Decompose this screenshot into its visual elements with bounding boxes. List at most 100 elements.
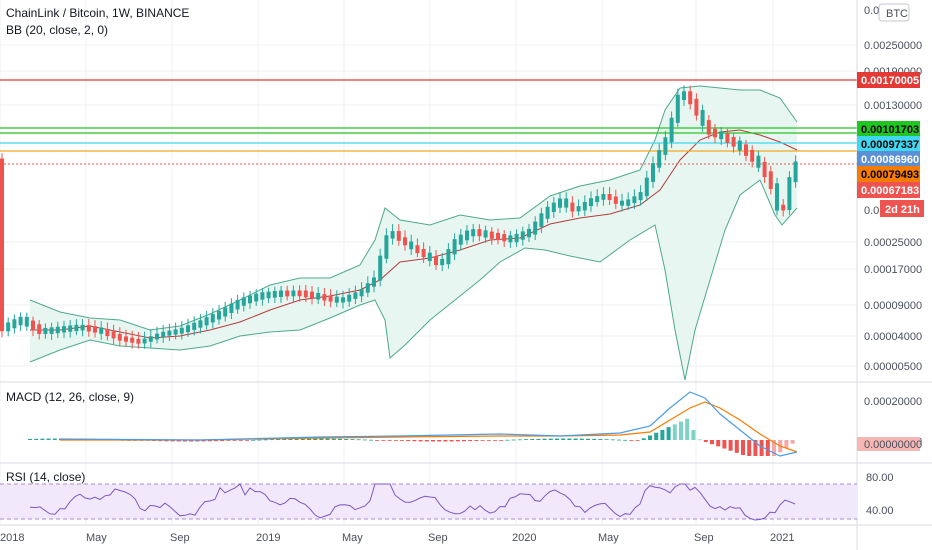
time-tick: May bbox=[598, 532, 619, 544]
candle-body bbox=[148, 336, 153, 342]
candle-body bbox=[508, 235, 513, 243]
macd-hist-bar bbox=[276, 439, 280, 440]
macd-indicator-label[interactable]: MACD (12, 26, close, 9) bbox=[6, 390, 134, 404]
macd-hist-bar bbox=[220, 440, 225, 441]
candle-body bbox=[601, 194, 606, 200]
candle-body bbox=[465, 230, 469, 241]
price-tag-red bbox=[857, 72, 920, 88]
rsi-band-fill bbox=[0, 484, 857, 519]
price-axis[interactable]: 0.0 BTC 0.00250000 0.00190000 0.00130000… bbox=[857, 3, 924, 517]
macd-hist-bar bbox=[722, 440, 727, 449]
macd-hist-bar bbox=[214, 440, 218, 442]
macd-hist-bar bbox=[480, 440, 485, 441]
main-pane[interactable] bbox=[0, 79, 857, 381]
candle-body bbox=[458, 234, 463, 245]
candle-body bbox=[136, 338, 141, 344]
candle-body bbox=[241, 297, 246, 306]
rsi-pane[interactable] bbox=[0, 483, 857, 521]
candle-body bbox=[477, 229, 482, 237]
candle-body bbox=[756, 155, 761, 168]
candle-body bbox=[285, 290, 290, 297]
macd-hist-bar bbox=[598, 439, 603, 440]
candle-body bbox=[787, 177, 792, 211]
macd-hist-bar bbox=[28, 438, 32, 440]
candle-body bbox=[595, 196, 600, 203]
macd-hist-bar bbox=[666, 427, 671, 440]
candle-body bbox=[582, 201, 587, 211]
time-axis[interactable]: 2018 May Sep 2019 May Sep 2020 May Sep 2… bbox=[0, 532, 794, 544]
macd-hist-bar bbox=[319, 438, 324, 440]
macd-hist-bar bbox=[604, 439, 609, 441]
candle-body bbox=[694, 98, 699, 116]
candle-body bbox=[520, 231, 525, 240]
macd-hist-bar bbox=[493, 440, 497, 441]
macd-hist-bar bbox=[703, 440, 708, 443]
candle-body bbox=[229, 303, 234, 314]
candle-body bbox=[279, 290, 283, 297]
time-tick: 2018 bbox=[0, 532, 24, 544]
macd-hist-bar bbox=[728, 440, 733, 451]
candle-body bbox=[527, 228, 531, 238]
rsi-indicator-label[interactable]: RSI (14, close) bbox=[6, 470, 85, 484]
macd-hist-bar bbox=[654, 432, 659, 440]
price-tick-top: 0.0 bbox=[864, 5, 879, 17]
candle-body bbox=[31, 320, 35, 331]
candle-body bbox=[675, 94, 680, 123]
candle-body bbox=[111, 331, 116, 339]
macd-hist-bar bbox=[765, 440, 770, 456]
macd-hist-bar bbox=[170, 440, 175, 442]
candle-body bbox=[644, 177, 649, 197]
candle-body bbox=[768, 171, 773, 189]
candle-body bbox=[210, 314, 215, 323]
candle-body bbox=[793, 161, 798, 183]
candle-body bbox=[130, 337, 135, 343]
macd-hist-bar bbox=[176, 440, 181, 442]
macd-hist-bar bbox=[486, 440, 491, 441]
price-tag-red-label: 0.00170005 bbox=[861, 75, 919, 87]
candle-body bbox=[651, 163, 655, 182]
macd-hist-bar bbox=[555, 438, 559, 440]
candle-body bbox=[328, 295, 333, 302]
macd-hist-bar bbox=[437, 440, 442, 442]
candle-body bbox=[471, 229, 476, 237]
candle-body bbox=[334, 296, 339, 303]
macd-hist-bar bbox=[238, 440, 243, 441]
price-tick: 0.00250000 bbox=[864, 40, 922, 52]
macd-hist-bar bbox=[362, 439, 367, 441]
candlesticks bbox=[0, 85, 798, 349]
macd-hist-bar bbox=[790, 440, 795, 444]
candle-body bbox=[613, 196, 618, 204]
candle-body bbox=[452, 239, 457, 255]
macd-hist-bar bbox=[245, 440, 249, 441]
time-tick: 2020 bbox=[512, 532, 536, 544]
candle-body bbox=[68, 325, 73, 332]
macd-hist-bar bbox=[542, 438, 547, 440]
macd-pane[interactable] bbox=[28, 391, 798, 457]
macd-hist-bar bbox=[629, 440, 634, 441]
price-tick: 0.00025000 bbox=[864, 237, 922, 249]
macd-hist-bar bbox=[617, 439, 621, 441]
candle-body bbox=[291, 290, 296, 297]
candle-body bbox=[62, 326, 66, 333]
macd-hist-bar bbox=[164, 440, 169, 442]
candle-body bbox=[341, 297, 345, 303]
candle-body bbox=[167, 330, 172, 336]
macd-hist-bar bbox=[592, 438, 597, 440]
price-tag-current bbox=[857, 151, 920, 167]
macd-hist-bar bbox=[691, 430, 696, 440]
macd-hist-bar bbox=[679, 421, 683, 440]
candle-body bbox=[731, 136, 736, 147]
currency-badge[interactable] bbox=[878, 3, 910, 22]
candle-body bbox=[632, 196, 637, 204]
countdown-tag bbox=[880, 200, 924, 217]
symbol-title[interactable]: ChainLink / Bitcoin, 1W, BINANCE bbox=[6, 6, 189, 20]
macd-hist-bar bbox=[474, 440, 479, 441]
macd-hist-bar bbox=[455, 440, 460, 442]
price-tick: 0.00000500 bbox=[864, 361, 922, 373]
candle-body bbox=[781, 204, 786, 211]
candle-body bbox=[502, 234, 507, 242]
bb-indicator-label[interactable]: BB (20, close, 2, 0) bbox=[6, 23, 108, 37]
candle-body bbox=[142, 338, 147, 344]
bollinger-basis-line bbox=[30, 129, 798, 339]
